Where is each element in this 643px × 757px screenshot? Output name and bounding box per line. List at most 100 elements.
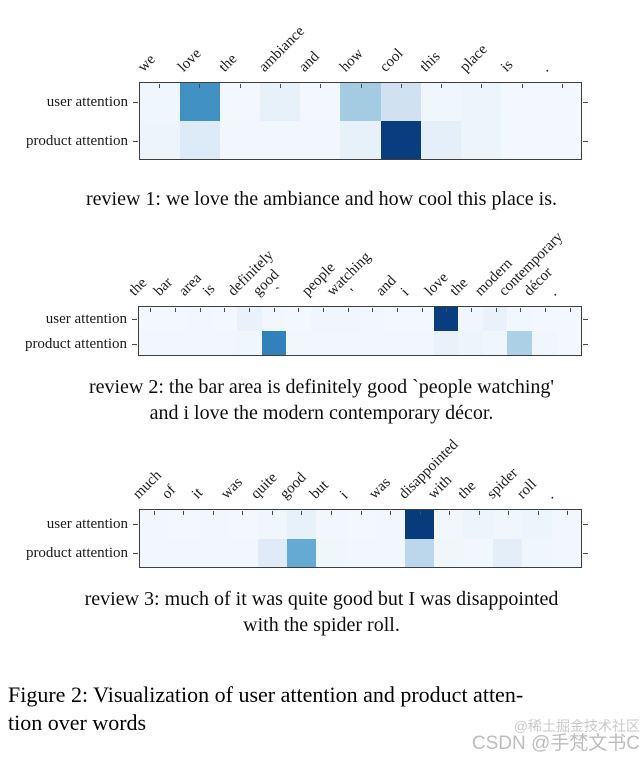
axis-tick (419, 511, 421, 515)
column-label: was (366, 474, 394, 503)
column-label: bar (150, 274, 176, 300)
axis-tick (537, 511, 539, 515)
column-label: the (454, 478, 479, 503)
column-label: we (135, 51, 159, 76)
column-label: the (126, 275, 151, 300)
axis-tick (390, 511, 392, 515)
column-label: . (543, 488, 558, 503)
column-label: . (545, 285, 560, 300)
axis-tick (150, 308, 152, 312)
axis-tick (583, 318, 588, 320)
heatmap-cell (260, 83, 301, 121)
heatmap-cell (404, 510, 435, 539)
heatmap-row-user (140, 83, 582, 121)
heatmap-cell (433, 307, 459, 331)
heatmap-cell (257, 538, 288, 567)
heatmap-cell (169, 538, 199, 567)
column-label: the (215, 51, 240, 76)
heatmap-cell (492, 538, 523, 567)
heatmap-cell (507, 307, 532, 331)
column-label: and (372, 272, 400, 300)
heatmap-cell (460, 121, 501, 159)
heatmap-cell (380, 121, 421, 159)
column-label: is (497, 56, 516, 76)
heatmap-cell (237, 331, 262, 355)
column-label: but (306, 477, 332, 503)
heatmap-cell (540, 83, 582, 121)
heatmap-cell (551, 510, 582, 539)
axis-tick (133, 101, 138, 103)
heatmap-plot-review-3 (139, 509, 582, 568)
figure-caption-line1: Figure 2: Visualization of user attentio… (8, 682, 524, 707)
heatmap-cell (180, 121, 221, 159)
axis-tick (583, 101, 588, 103)
heatmap-cell (163, 331, 189, 355)
axis-tick (567, 511, 569, 515)
heatmap-row-product (139, 331, 582, 355)
axis-tick (301, 511, 303, 515)
axis-tick (175, 308, 176, 312)
axis-tick (199, 308, 201, 312)
column-label: good (277, 469, 310, 503)
column-label: love (175, 45, 205, 76)
heatmap-cell (556, 307, 582, 331)
heatmap-cell (140, 121, 181, 159)
review-caption-line: review 3: much of it was quite good but … (84, 588, 559, 610)
heatmap-cell (482, 331, 508, 355)
axis-tick (561, 84, 563, 88)
axis-tick (471, 308, 472, 312)
axis-tick (224, 308, 226, 312)
review-caption-2: review 2: the bar area is definitely goo… (20, 374, 623, 426)
axis-tick (212, 511, 214, 515)
heatmap-cell (300, 83, 341, 121)
heatmap-cell (522, 538, 552, 567)
heatmap-cell (434, 510, 464, 539)
axis-tick (132, 318, 137, 320)
axis-tick (441, 84, 443, 88)
row-label-product: product attention (25, 545, 128, 562)
axis-tick (183, 511, 185, 515)
heatmap-cell (551, 538, 582, 567)
heatmap-cell (433, 331, 459, 355)
axis-tick (153, 511, 155, 515)
row-label-product: product attention (24, 335, 127, 352)
column-label: quite (247, 469, 281, 503)
column-label: cool (376, 45, 407, 76)
axis-tick (545, 308, 546, 312)
axis-tick (159, 84, 161, 88)
heatmap-cell (287, 538, 317, 567)
heatmap-cell (310, 331, 336, 355)
column-label: ' (348, 286, 362, 300)
heatmap-cell (500, 121, 541, 159)
heatmap-cell (140, 538, 170, 567)
heatmap-cell (228, 538, 258, 567)
heatmap-cell (404, 538, 435, 567)
axis-tick (360, 511, 362, 515)
heatmap-cell (532, 331, 557, 355)
heatmap-cell (458, 307, 483, 331)
heatmap-cell (522, 510, 552, 539)
axis-tick (320, 84, 322, 88)
heatmap-cell (340, 121, 381, 159)
column-label: spider (484, 465, 522, 503)
column-label: place (457, 41, 491, 76)
heatmap-cell (260, 121, 301, 159)
axis-tick (520, 308, 522, 312)
heatmap-cell (420, 83, 461, 121)
heatmap-plot-review-2 (138, 306, 582, 356)
axis-tick (273, 308, 275, 312)
column-label: ` (274, 284, 290, 300)
column-label: and (296, 48, 323, 76)
heatmap-cell (380, 83, 421, 121)
axis-tick (583, 140, 588, 142)
heatmap-cell (463, 538, 493, 567)
axis-tick (446, 308, 448, 312)
heatmap-cell (384, 307, 410, 331)
axis-tick (132, 343, 137, 345)
heatmap-cell (460, 83, 501, 121)
heatmap-cell (300, 121, 341, 159)
axis-tick (239, 84, 241, 88)
heatmap-cell (198, 538, 229, 567)
column-label: . (537, 61, 552, 76)
row-label-user: user attention (45, 310, 127, 327)
